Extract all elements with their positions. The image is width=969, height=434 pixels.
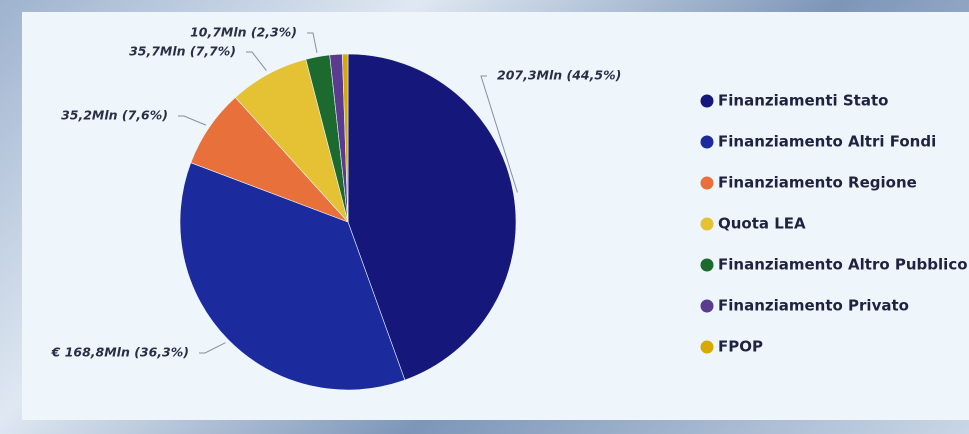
legend-marker bbox=[701, 218, 714, 231]
legend-label: Finanziamento Regione bbox=[718, 174, 917, 192]
legend-label: Finanziamento Altri Fondi bbox=[718, 133, 936, 151]
legend-marker bbox=[701, 136, 714, 149]
legend-label: Quota LEA bbox=[718, 215, 806, 233]
chart: 207,3Mln (44,5%) € 168,8Mln (36,3%) 35,2Ml… bbox=[0, 0, 969, 434]
data-label: 35,7Mln (7,7%) bbox=[129, 44, 236, 59]
legend-marker bbox=[701, 341, 714, 354]
data-label: 207,3Mln (44,5%) bbox=[497, 68, 621, 83]
data-label: € 168,8Mln (36,3%) bbox=[51, 345, 189, 360]
legend-label: Finanziamenti Stato bbox=[718, 92, 888, 110]
legend-marker bbox=[701, 177, 714, 190]
data-label: 35,2Mln (7,6%) bbox=[61, 108, 168, 123]
legend-marker bbox=[701, 300, 714, 313]
legend-label: Finanziamento Altro Pubblico bbox=[718, 256, 968, 274]
legend-marker bbox=[701, 259, 714, 272]
legend-label: Finanziamento Privato bbox=[718, 297, 909, 315]
legend-marker bbox=[701, 95, 714, 108]
data-label: 10,7Mln (2,3%) bbox=[190, 25, 297, 40]
legend-label: FPOP bbox=[718, 338, 763, 356]
